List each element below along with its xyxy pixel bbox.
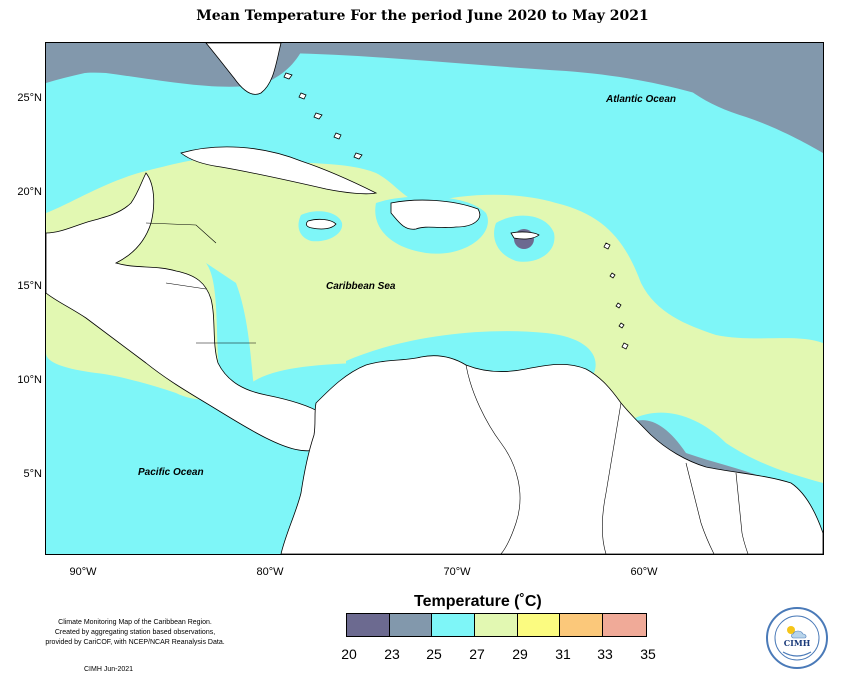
legend-tick-33: 33: [597, 646, 613, 662]
cimh-logo: CIMH: [765, 606, 829, 670]
footer-stamp: CIMH Jun-2021: [84, 666, 134, 673]
legend-tick-25: 25: [426, 646, 442, 662]
footer-line-2: Created by aggregating station based obs…: [54, 629, 216, 636]
logo-text: CIMH: [784, 638, 811, 648]
lon-label-80: 80°W: [256, 566, 284, 578]
legend-tick-27: 27: [469, 646, 485, 662]
land-florida: [205, 43, 282, 95]
legend-swatch-25-27: [432, 614, 476, 636]
lon-label-90: 90°W: [69, 566, 97, 578]
land-jamaica: [305, 218, 337, 230]
cimh-logo-graphic: CIMH: [766, 607, 828, 669]
cloud-icon: [791, 630, 807, 639]
land-masses: [46, 43, 823, 554]
lat-label-20: 20°N: [17, 186, 42, 198]
legend-colorbar: [346, 613, 647, 637]
legend-tick-29: 29: [512, 646, 528, 662]
legend-title: Temperature (˚C): [414, 593, 542, 610]
land-cuba: [180, 146, 378, 195]
land-south-america: [280, 355, 823, 554]
land-bahamas: [283, 72, 363, 160]
temperature-map: [45, 42, 824, 555]
land-lesser-antilles: [603, 242, 629, 350]
label-caribbean-sea: Caribbean Sea: [326, 281, 396, 292]
zone-25-27-central-coast: [206, 263, 256, 407]
map-title: Mean Temperature For the period June 202…: [196, 8, 649, 24]
footer-line-3: provided by CariCOF, with NCEP/NCAR Rean…: [45, 639, 225, 646]
land-puertorico: [510, 231, 540, 240]
legend-tick-35: 35: [640, 646, 656, 662]
label-atlantic-ocean: Atlantic Ocean: [606, 94, 677, 105]
label-pacific-ocean: Pacific Ocean: [138, 467, 204, 478]
map-canvas: [46, 43, 823, 554]
legend-swatch-29-31: [517, 614, 561, 636]
sun-icon: [787, 626, 795, 634]
lat-label-25: 25°N: [17, 92, 42, 104]
lat-label-10: 10°N: [17, 374, 42, 386]
legend-tick-31: 31: [555, 646, 571, 662]
legend-tick-20: 20: [341, 646, 357, 662]
legend-swatch-31-33: [560, 614, 604, 636]
legend-swatch-27-29: [475, 614, 518, 636]
country-borders: [145, 222, 749, 554]
zone-23-25-atlantic-ne: [666, 63, 823, 153]
lon-label-70: 70°W: [443, 566, 471, 578]
lon-label-60: 60°W: [630, 566, 658, 578]
legend-swatch-23-25: [389, 614, 433, 636]
legend-tick-23: 23: [384, 646, 400, 662]
lat-label-5: 5°N: [23, 468, 42, 480]
legend-swatch-33-35: [603, 614, 646, 636]
land-central-america: [46, 172, 329, 452]
footer-line-1: Climate Monitoring Map of the Caribbean …: [58, 619, 212, 626]
footer-description: Climate Monitoring Map of the Caribbean …: [30, 618, 240, 648]
legend-swatch-20-23: [347, 614, 390, 636]
land-hispaniola: [390, 199, 481, 230]
lat-label-15: 15°N: [17, 280, 42, 292]
